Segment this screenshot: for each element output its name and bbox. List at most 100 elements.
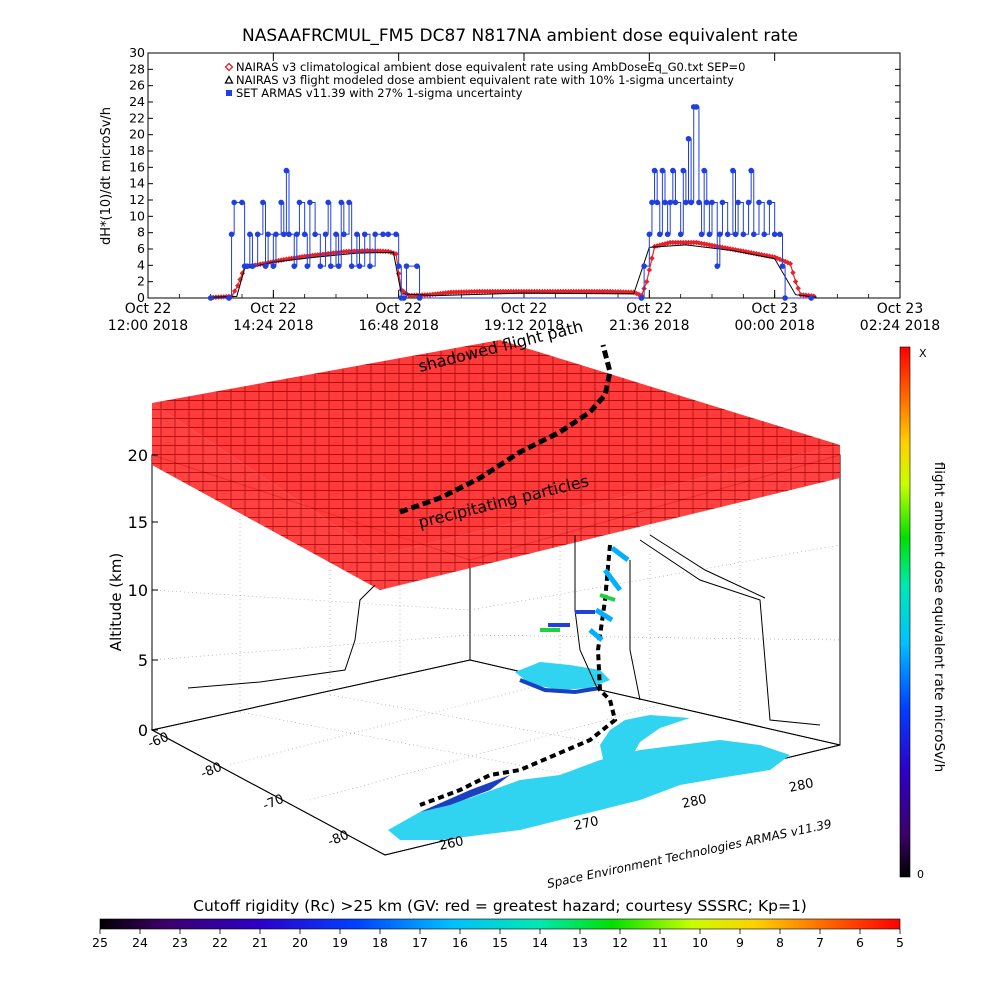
series-point-climatological [792,278,799,285]
rigidity-tick-label: 15 [492,935,508,950]
y-tick-label: 10 [129,208,145,223]
legend: NAIRAS v3 climatological ambient dose eq… [224,60,745,100]
y-tick-label: 0 [137,290,145,305]
series-point-climatological [790,269,796,276]
flight-path-upper [399,344,613,515]
x-tick-label-date: Oct 22 [501,301,547,317]
series-point-armas [239,199,245,206]
y-tick-label: 24 [129,94,145,109]
longitude-tick-label: 260 [438,834,465,854]
series-point-armas [322,231,329,238]
series-point-armas [333,231,339,238]
flight-path-projections [187,534,821,726]
series-point-armas [260,199,266,206]
series-point-climatological [643,278,650,285]
series-point-armas [756,199,762,206]
dose-colorbar-bottom-label: 0 [917,868,924,881]
series-point-armas [659,167,666,174]
series-point-armas [283,167,290,174]
dose-slab-top [152,340,840,555]
series-point-armas [717,231,723,238]
series-point-armas [730,167,736,174]
series-point-armas [254,231,261,238]
rigidity-tick-label: 25 [92,935,108,950]
x-tick-label-date: Oct 22 [250,301,296,317]
series-point-armas [270,263,277,269]
latitude-tick-label: -80 [326,828,351,850]
series-point-armas [262,263,269,269]
altitude-tick-label: 10 [128,581,148,600]
rigidity-colorbar-ticks: 25 24 23 22 21 20 19 18 17 16 15 14 13 12 11 10 9 8 7 6 5 [92,929,904,950]
y-tick-label: 6 [137,241,145,256]
y-tick-label: 18 [129,143,145,158]
longitude-tick-label: 280 [681,792,708,812]
series-point-armas [677,231,684,238]
rigidity-tick-label: 18 [372,935,388,950]
altitude-axis-label: Altitude (km) [107,553,125,651]
series-point-armas [416,295,423,301]
y-tick-label: 4 [137,257,145,272]
landmass-cold-region [420,775,510,812]
series-point-climatological [649,255,655,261]
rigidity-tick-label: 12 [612,935,628,950]
series-point-armas [244,263,251,269]
series-point-armas [779,263,786,269]
series-point-armas [688,199,694,206]
rigidity-tick-label: 19 [332,935,348,950]
landmass-south-america [388,740,790,840]
series-point-armas [278,199,284,206]
series-point-armas [403,263,410,269]
series-point-armas [247,231,253,238]
rigidity-tick-label: 11 [652,935,668,950]
series-point-armas [664,231,671,238]
series-point-armas [249,263,256,269]
series-point-armas [703,199,710,206]
rigidity-tick-label: 23 [172,935,188,950]
series-point-armas [748,167,754,174]
series-point-armas [325,199,331,206]
series-point-armas [771,231,778,238]
rigidity-tick-label: 9 [736,935,744,950]
series-point-armas [649,199,655,206]
x-tick-label-date: Oct 22 [125,301,171,317]
legend-label: SET ARMAS v11.39 with 27% 1-sigma uncert… [236,86,523,100]
rigidity-tick-label: 10 [692,935,708,950]
dose-markers [540,546,630,642]
series-point-climatological [774,255,781,261]
dose-slab-front-right [380,445,840,590]
series-point-armas [231,199,237,206]
series-point-armas [777,231,783,238]
legend-label: NAIRAS v3 climatological ambient dose eq… [236,60,745,74]
latitude-ticks: -60 -80 -70 -80 [146,730,351,850]
series-point-armas [685,135,692,142]
series-point-armas [709,199,715,206]
x-tick-label-date: Oct 23 [877,301,923,317]
series-point-climatological [231,288,238,294]
back-wall-grid [151,455,841,722]
series-point-armas [395,263,402,269]
x-tick-label-time: 14:24 2018 [233,318,313,334]
series-point-armas [226,295,232,301]
dose-colorbar-top-label: X [919,347,927,360]
rigidity-tick-label: 8 [776,935,784,950]
x-tick-label-date: Oct 22 [375,301,421,317]
series-point-climatological [795,285,801,291]
series-point-armas [693,104,700,110]
dose-colorbar-label: flight ambient dose equivalent rate micr… [931,462,947,772]
series-point-armas [286,231,292,238]
series-point-armas [680,167,687,174]
x-tick-label-time: 16:48 2018 [358,318,438,334]
series-point-armas [654,199,660,206]
legend-label: NAIRAS v3 flight modeled dose ambient eq… [236,73,734,87]
rigidity-tick-label: 13 [572,935,588,950]
rigidity-colorbar-ramp [99,918,901,930]
series-point-armas [724,231,731,238]
y-tick-label: 26 [129,78,145,93]
flight-path-lower [419,544,618,807]
series-point-armas [346,199,352,206]
x-tick-label-date: Oct 23 [751,301,797,317]
series-point-armas [670,167,676,174]
series-point-armas [735,199,741,206]
